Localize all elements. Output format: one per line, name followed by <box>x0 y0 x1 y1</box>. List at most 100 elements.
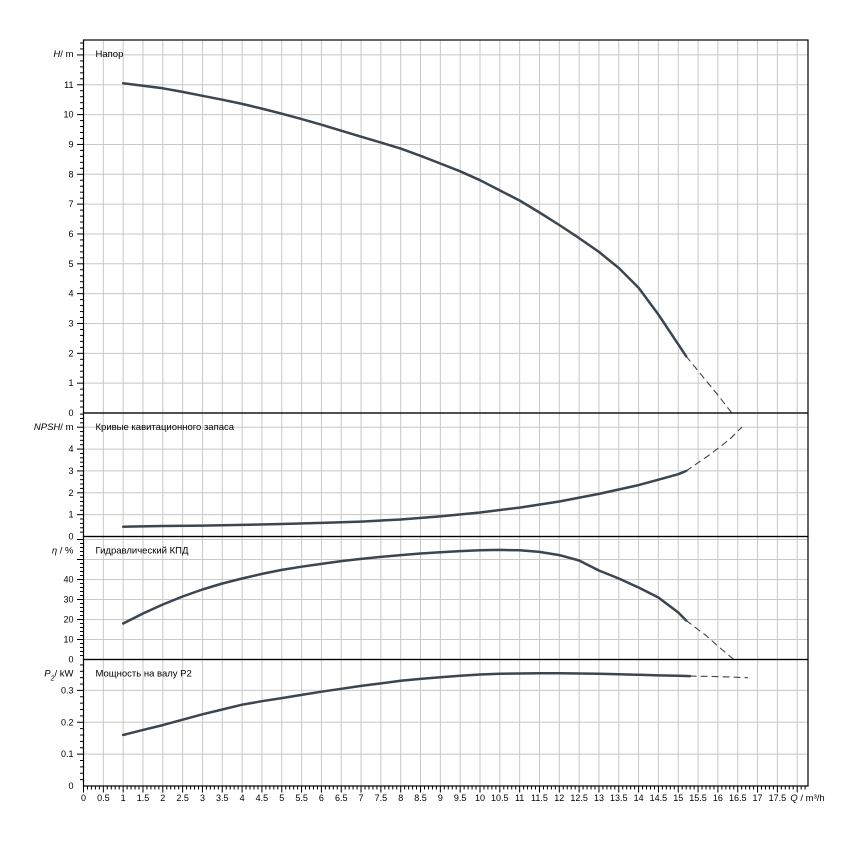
x-tick-label: 8.5 <box>414 793 427 803</box>
y-tick-labels-head: 0 1 2 3 4 5 6 7 8 9 10 11 <box>63 80 73 418</box>
x-tick-label: 3 <box>200 793 205 803</box>
x-tick-label: 14.5 <box>650 793 668 803</box>
y-axis-label-power: P2/ kW <box>44 669 73 683</box>
y-tick-label-power: 0.1 <box>61 749 74 759</box>
y-tick-label-npsh: 3 <box>68 466 73 476</box>
x-tick-label: 12.5 <box>570 793 588 803</box>
x-tick-label: 13.5 <box>610 793 628 803</box>
x-tick-label: 3.5 <box>216 793 229 803</box>
y-tick-label-head: 1 <box>68 378 73 388</box>
y-tick-label-power: 0 <box>68 781 73 791</box>
x-tick-label: 1.5 <box>137 793 150 803</box>
x-tick-label: 7 <box>359 793 364 803</box>
y-ticks-power <box>77 664 84 781</box>
grid-horizontal-efficiency <box>83 539 808 640</box>
y-tick-label-npsh: 4 <box>68 444 73 454</box>
x-tick-label: 11 <box>515 793 524 803</box>
y-tick-label-head: 6 <box>68 229 73 239</box>
x-tick-label: 4.5 <box>256 793 269 803</box>
head-curve <box>121 82 688 358</box>
x-tick-label: 13 <box>594 793 604 803</box>
grid-horizontal-head <box>83 54 808 384</box>
y-tick-label-npsh: 2 <box>68 488 73 498</box>
panel-title-efficiency: Гидравлический КПД <box>96 546 189 557</box>
x-tick-label: 5.5 <box>295 793 308 803</box>
x-tick-label: 8 <box>398 793 403 803</box>
y-ticks-npsh <box>77 413 84 533</box>
y-axis-label-head: H/ m <box>53 49 73 60</box>
panel-border-head <box>82 39 809 414</box>
power-curve-extrapolated <box>689 675 749 679</box>
npsh-curve <box>121 469 688 528</box>
x-tick-label: 6.5 <box>335 793 348 803</box>
efficiency-curve-extrapolated <box>685 619 735 661</box>
x-tick-label: 4 <box>240 793 245 803</box>
y-tick-label-head: 5 <box>68 259 73 269</box>
y-axis-label-efficiency: η / % <box>52 546 74 557</box>
efficiency-curve <box>121 548 688 625</box>
x-tick-label: 16.5 <box>729 793 747 803</box>
x-tick-label: 15.5 <box>689 793 707 803</box>
panel-npsh: 0 1 2 3 4 NPSH/ m Кривые кавитационного запаса <box>34 412 809 542</box>
x-tick-label: 17 <box>753 793 763 803</box>
x-tick-label: 2.5 <box>176 793 189 803</box>
x-tick-label: 10 <box>475 793 485 803</box>
y-tick-label-head: 7 <box>68 199 73 209</box>
panel-efficiency: 0 10 20 30 40 η / % Гидравлический КПД <box>52 535 809 665</box>
power-curve <box>121 671 692 737</box>
y-tick-label-efficiency: 30 <box>63 595 73 605</box>
y-tick-label-power: 0.3 <box>61 685 74 695</box>
panel-title-power: Мощность на валу P2 <box>96 669 192 680</box>
y-tick-label-head: 3 <box>68 318 73 328</box>
panel-title-head: Напор <box>96 49 124 60</box>
head-curve-extrapolated <box>685 355 733 414</box>
y-axis-label-npsh: NPSH/ m <box>34 422 74 433</box>
y-ticks-efficiency <box>77 539 84 656</box>
x-ticks <box>83 786 806 793</box>
grid-horizontal-npsh <box>83 426 808 516</box>
y-tick-label-head: 10 <box>63 110 73 120</box>
x-tick-label: 17.5 <box>769 793 787 803</box>
x-tick-label: 16 <box>713 793 723 803</box>
y-tick-label-efficiency: 10 <box>63 635 73 645</box>
x-tick-label: 6 <box>319 793 324 803</box>
x-tick-label: 1 <box>121 793 126 803</box>
grid-horizontal-power <box>83 689 808 755</box>
npsh-curve-extrapolated <box>685 426 743 472</box>
x-tick-label: 15 <box>673 793 683 803</box>
x-tick-label: 9.5 <box>454 793 467 803</box>
y-tick-label-npsh: 1 <box>68 510 73 520</box>
x-tick-label: 2 <box>160 793 165 803</box>
y-ticks-head <box>77 42 84 408</box>
y-tick-label-head: 9 <box>68 139 73 149</box>
y-tick-label-npsh: 0 <box>68 532 73 542</box>
panel-head: 0 1 2 3 4 5 6 7 8 9 10 11 H/ m Напор <box>53 39 809 418</box>
x-tick-label: 12 <box>554 793 564 803</box>
x-tick-label: 0.5 <box>97 793 110 803</box>
x-tick-labels: 0 0.5 1 1.5 2 2.5 3 3.5 4 4.5 5 5.5 6 6.5 7 7.5 8 8.5 9 9.5… <box>81 793 786 803</box>
y-tick-label-head: 0 <box>68 408 73 418</box>
y-tick-labels-efficiency: 0 10 20 30 40 <box>63 575 73 665</box>
panel-power: 0 0.1 0.2 0.3 P2/ kW Мощность на валу P2 <box>44 658 809 791</box>
y-tick-label-head: 4 <box>68 289 73 299</box>
x-tick-label: 7.5 <box>375 793 388 803</box>
x-tick-label: 0 <box>81 793 86 803</box>
panel-border-efficiency <box>82 535 809 661</box>
y-tick-labels-npsh: 0 1 2 3 4 <box>68 444 73 541</box>
y-tick-label-efficiency: 20 <box>63 615 73 625</box>
y-tick-labels-power: 0 0.1 0.2 0.3 <box>61 685 74 791</box>
x-tick-label: 5 <box>279 793 284 803</box>
x-tick-label: 9 <box>438 793 443 803</box>
x-tick-label: 10.5 <box>491 793 509 803</box>
y-tick-label-head: 11 <box>64 80 73 90</box>
x-axis-label: Q / m³/h <box>790 793 824 804</box>
y-tick-label-efficiency: 0 <box>68 655 73 665</box>
y-tick-label-efficiency: 40 <box>63 575 73 585</box>
panel-title-npsh: Кривые кавитационного запаса <box>96 422 235 433</box>
y-tick-label-head: 2 <box>68 348 73 358</box>
x-tick-label: 11.5 <box>531 793 548 803</box>
x-tick-label: 14 <box>634 793 644 803</box>
y-tick-label-head: 8 <box>68 169 73 179</box>
